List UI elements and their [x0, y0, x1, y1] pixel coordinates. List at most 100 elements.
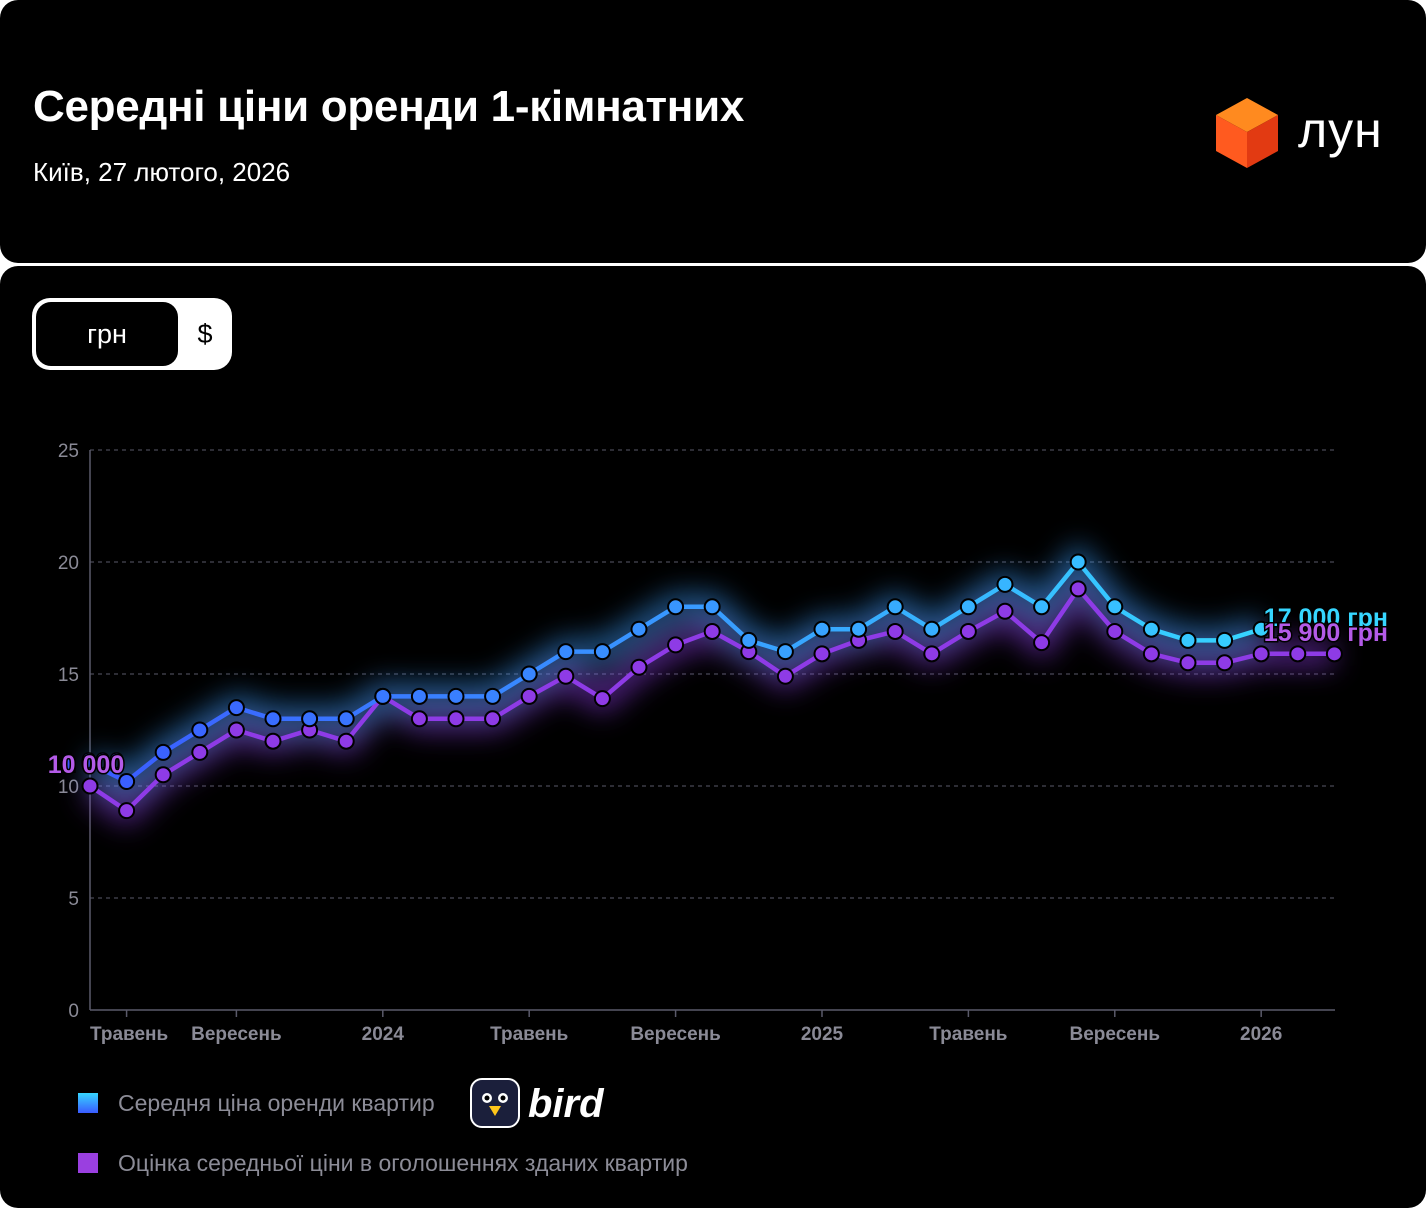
currency-option-uah[interactable]: грн: [36, 302, 178, 366]
data-point-s0-8: [374, 687, 392, 705]
data-point-s1-22: [886, 622, 904, 640]
data-point-s1-32: [1252, 645, 1270, 663]
legend-label-listing-estimate: Оцінка середньої ціни в оголошеннях здан…: [118, 1150, 688, 1176]
data-point-s1-11: [484, 710, 502, 728]
y-tick-label-0: 0: [68, 1001, 79, 1022]
data-point-s1-12: [520, 687, 538, 705]
legend-item-average-rent[interactable]: Середня ціна оренди квартир: [78, 1088, 435, 1118]
x-tick-label-2: 2024: [362, 1024, 405, 1045]
data-point-s1-1: [118, 802, 136, 820]
data-point-s1-15: [630, 658, 648, 676]
data-point-s0-0: [81, 755, 99, 773]
data-point-s0-31: [1216, 631, 1234, 649]
legend-item-listing-estimate[interactable]: Оцінка середньої ціни в оголошеннях здан…: [78, 1148, 688, 1178]
data-point-s0-12: [520, 665, 538, 683]
bird-badge[interactable]: bird: [470, 1078, 620, 1130]
data-point-s0-13: [557, 643, 575, 661]
data-point-s0-28: [1106, 598, 1124, 616]
data-point-s0-20: [813, 620, 831, 638]
bird-logo-icon: [470, 1078, 520, 1128]
data-point-s0-1: [118, 773, 136, 791]
data-point-s0-2: [154, 743, 172, 761]
data-point-s0-4: [227, 699, 245, 717]
data-point-s0-14: [593, 643, 611, 661]
data-point-s1-0: [81, 777, 99, 795]
start-label-series-1: 10 000: [48, 751, 124, 779]
data-point-s0-10: [447, 687, 465, 705]
grid-lines: [90, 449, 1335, 899]
data-point-s1-26: [1033, 634, 1051, 652]
data-point-s0-9: [410, 687, 428, 705]
currency-option-usd[interactable]: $: [197, 319, 213, 349]
x-tick-label-8: 2026: [1240, 1024, 1282, 1045]
x-tick-label-5: 2025: [801, 1024, 844, 1045]
cube-icon: [1216, 98, 1278, 168]
y-tick-label-10: 10: [58, 777, 79, 798]
data-point-s1-20: [813, 645, 831, 663]
data-point-s0-11: [484, 687, 502, 705]
data-point-s1-33: [1289, 645, 1307, 663]
x-tick-label-3: Травень: [490, 1024, 568, 1045]
x-tick-label-6: Травень: [929, 1024, 1007, 1045]
page-subtitle: Київ, 27 лютого, 2026: [33, 157, 291, 187]
data-point-s1-25: [996, 602, 1014, 620]
data-point-s0-17: [703, 598, 721, 616]
data-points: [81, 553, 1343, 820]
data-point-s0-23: [923, 620, 941, 638]
data-point-s1-34: [1325, 645, 1343, 663]
y-tick-label-5: 5: [68, 889, 79, 910]
legend-swatch-blue: [78, 1093, 98, 1113]
end-label-series-0: 17 000 грн: [1264, 604, 1388, 632]
x-tick-label-0: Травень: [90, 1024, 168, 1045]
data-point-s1-14: [593, 690, 611, 708]
y-tick-label-25: 25: [58, 441, 79, 462]
data-point-s1-7: [337, 732, 355, 750]
data-point-s0-3: [191, 721, 209, 739]
data-point-s0-19: [776, 643, 794, 661]
data-point-s0-26: [1033, 598, 1051, 616]
y-tick-label-20: 20: [58, 553, 79, 574]
data-point-s1-31: [1216, 654, 1234, 672]
data-point-s0-16: [667, 598, 685, 616]
data-point-s0-29: [1142, 620, 1160, 638]
data-point-s1-24: [959, 622, 977, 640]
data-point-s0-15: [630, 620, 648, 638]
data-point-s1-3: [191, 743, 209, 761]
x-tick-label-1: Вересень: [191, 1024, 282, 1045]
data-point-s0-24: [959, 598, 977, 616]
legend-label-average-rent: Середня ціна оренди квартир: [118, 1090, 435, 1116]
data-point-s1-19: [776, 667, 794, 685]
data-point-s0-27: [1069, 553, 1087, 571]
x-tick-label-7: Вересень: [1070, 1024, 1161, 1045]
data-point-s1-4: [227, 721, 245, 739]
logo-text: ЛУН: [1298, 102, 1383, 158]
data-point-s1-2: [154, 766, 172, 784]
data-point-s0-30: [1179, 631, 1197, 649]
data-point-s0-32: [1252, 620, 1270, 638]
data-point-s1-5: [264, 732, 282, 750]
data-point-s0-18: [740, 631, 758, 649]
data-point-s1-16: [667, 636, 685, 654]
data-point-s1-30: [1179, 654, 1197, 672]
currency-toggle: грн $: [32, 298, 232, 370]
data-point-s0-25: [996, 575, 1014, 593]
data-point-s1-10: [447, 710, 465, 728]
y-tick-label-15: 15: [58, 665, 79, 686]
start-label-series-0: 11 000: [48, 750, 123, 778]
data-point-s0-22: [886, 598, 904, 616]
bird-badge-text: bird: [528, 1082, 604, 1126]
data-point-s1-13: [557, 667, 575, 685]
x-tick-label-4: Вересень: [630, 1024, 721, 1045]
data-point-s1-23: [923, 645, 941, 663]
data-point-s0-7: [337, 710, 355, 728]
header-card: Середні ціни оренди 1-кімнатних Київ, 27…: [0, 0, 1426, 263]
lun-logo[interactable]: ЛУН: [1214, 96, 1404, 170]
data-point-s1-29: [1142, 645, 1160, 663]
end-label-series-1: 15 900 грн: [1264, 619, 1388, 647]
data-point-s1-27: [1069, 580, 1087, 598]
data-point-s0-6: [301, 710, 319, 728]
page-title: Середні ціни оренди 1-кімнатних: [33, 82, 744, 131]
